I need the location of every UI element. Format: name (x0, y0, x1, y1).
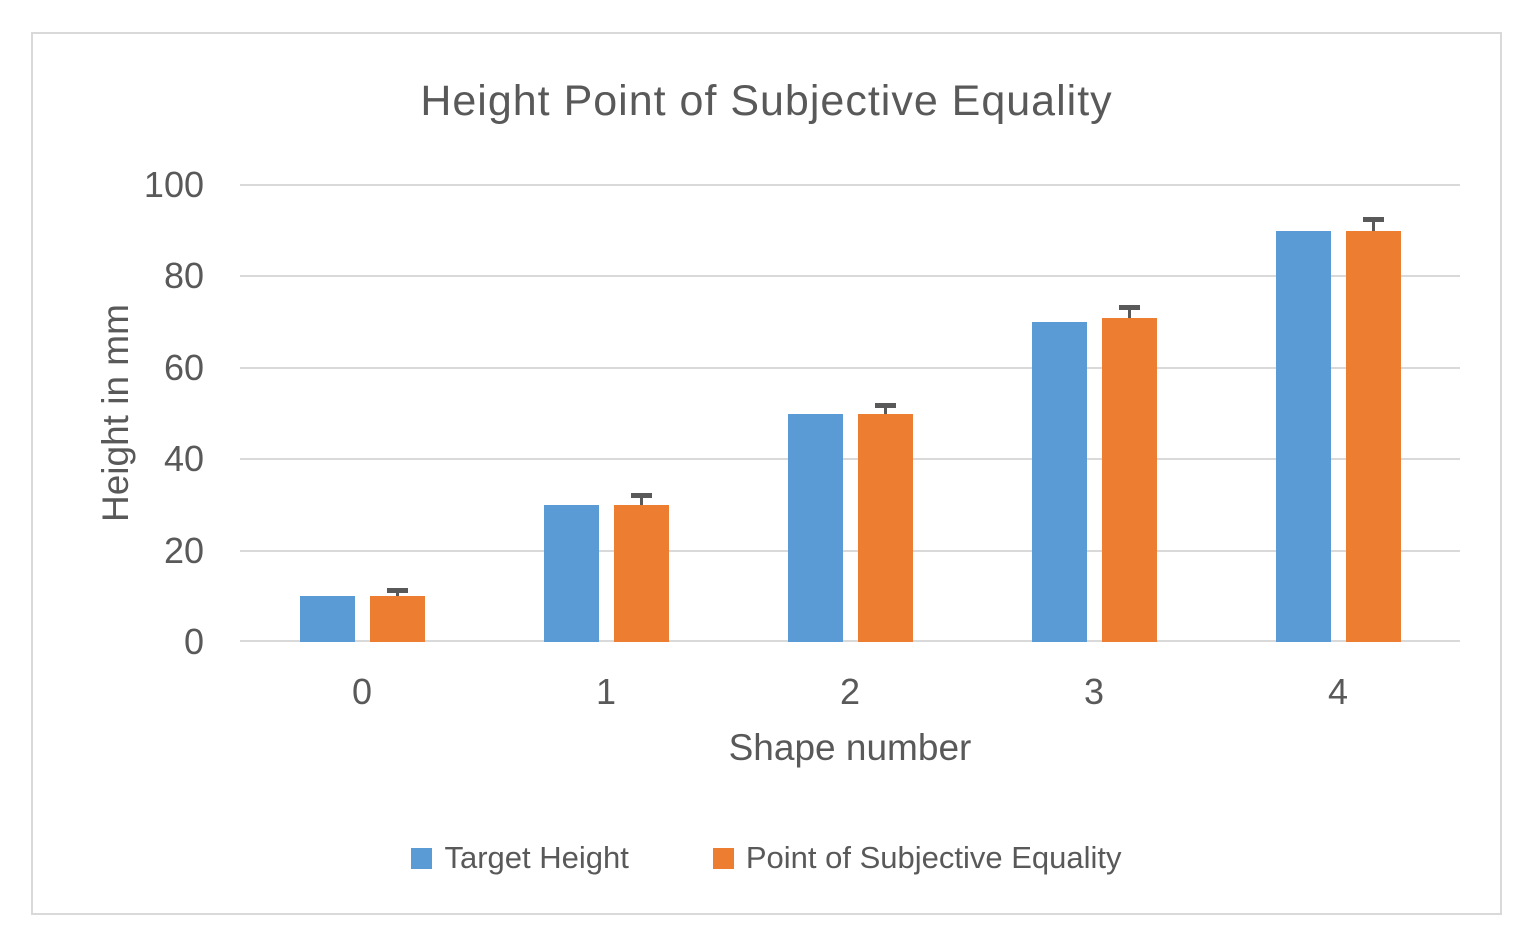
y-tick-label: 20 (163, 529, 204, 571)
gridline (240, 184, 1460, 186)
gridline (240, 549, 1460, 552)
gridline (240, 275, 1460, 278)
y-tick-label: 0 (183, 621, 204, 662)
bar-series1-cat1 (613, 504, 669, 642)
error-bar-cap (386, 588, 408, 594)
bar-series1-cat2 (857, 413, 913, 642)
legend-swatch-icon (411, 847, 433, 869)
y-axis-title: Height in mm (95, 304, 136, 523)
legend-swatch-icon (712, 847, 734, 869)
bar-series0-cat3 (1031, 322, 1087, 642)
error-bar-cap (630, 492, 652, 498)
bar-series0-cat0 (299, 596, 355, 642)
chart-title: Height Point of Subjective Equality (420, 77, 1113, 125)
error-bar-cap (1118, 304, 1140, 310)
error-bar-line (1127, 306, 1131, 318)
legend-label: Point of Subjective Equality (745, 840, 1122, 875)
chart-frame: Height Point of Subjective Equality Heig… (31, 32, 1502, 915)
legend-item: Point of Subjective Equality (712, 840, 1122, 876)
error-bar-line (639, 494, 643, 505)
bar-series1-cat0 (369, 596, 425, 642)
gridline (240, 366, 1460, 369)
bar-series1-cat3 (1101, 317, 1157, 642)
legend-item: Target Height (411, 840, 629, 876)
legend: Target Height Point of Subjective Equalit… (33, 840, 1500, 876)
bar-series0-cat4 (1275, 230, 1331, 642)
y-tick-label: 60 (163, 346, 204, 388)
x-axis-title: Shape number (728, 727, 972, 768)
y-tick-label: 40 (163, 438, 204, 480)
x-tick-label: 3 (1083, 671, 1105, 712)
bar-series0-cat2 (787, 413, 843, 642)
error-bar-line (1371, 219, 1375, 231)
gridline (240, 640, 1460, 642)
bar-series1-cat4 (1345, 230, 1401, 642)
legend-label: Target Height (444, 840, 629, 875)
x-tick-label: 0 (351, 671, 373, 712)
x-tick-label: 1 (595, 671, 617, 712)
plot-area (240, 184, 1460, 642)
error-bar-cap (1362, 217, 1384, 223)
x-tick-label: 2 (839, 671, 861, 712)
gridline (240, 458, 1460, 461)
error-bar-cap (874, 402, 896, 408)
y-tick-label: 100 (143, 164, 204, 205)
y-tick-label: 80 (163, 255, 204, 297)
error-bar-line (883, 404, 887, 414)
bar-series0-cat1 (543, 504, 599, 642)
x-tick-label: 4 (1327, 671, 1349, 712)
